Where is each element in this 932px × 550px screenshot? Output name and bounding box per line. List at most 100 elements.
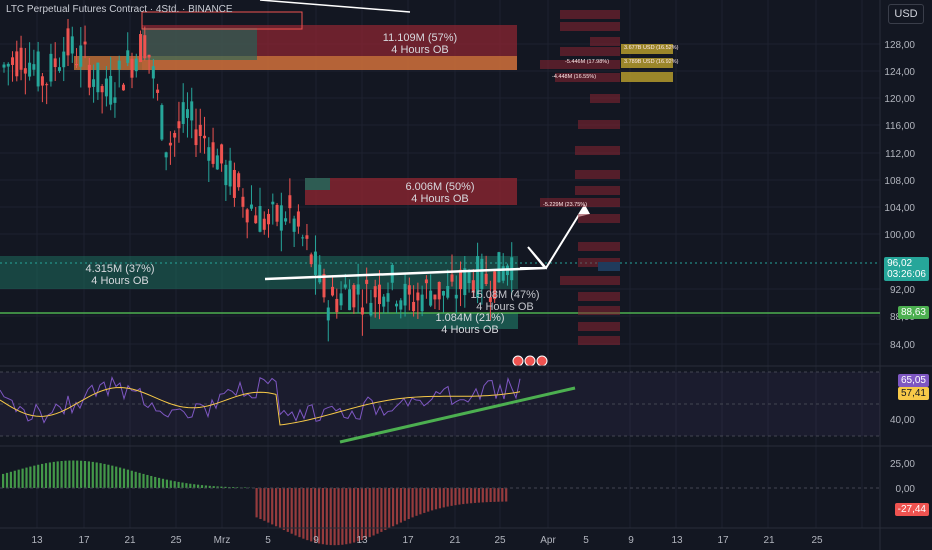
candle-body-82	[352, 285, 356, 308]
macd-bar-27	[107, 464, 110, 488]
macd-bar-115	[450, 488, 453, 506]
time-tick-2: 21	[124, 535, 136, 546]
currency-button[interactable]: USD	[888, 4, 924, 24]
candle-body-8	[36, 51, 40, 87]
macd-bar-109	[427, 488, 430, 512]
macd-bar-129	[505, 488, 508, 502]
candle-body-47	[203, 135, 207, 139]
candle-body-9	[40, 76, 44, 86]
candle-body-67	[288, 195, 292, 209]
ob-zone-0-teal	[142, 28, 257, 60]
candle-body-30	[130, 58, 134, 78]
price-tick-8: 92,00	[890, 285, 915, 296]
macd-bar-93	[364, 488, 367, 539]
liquidity-bar-0	[560, 10, 620, 19]
macd-bar-74	[290, 488, 293, 534]
macd-bar-12	[48, 462, 51, 488]
macd-bar-96	[376, 488, 379, 534]
macd-bar-58	[228, 486, 231, 488]
macd-bar-20	[80, 460, 83, 488]
macd-bar-108	[423, 488, 426, 513]
macd-bar-8	[33, 465, 36, 488]
macd-bar-10	[41, 463, 44, 488]
macd-bar-13	[52, 461, 55, 488]
macd-bar-126	[493, 488, 496, 502]
candle-body-74	[318, 264, 322, 283]
liquidity-bar-17	[578, 306, 620, 315]
macd-bar-1	[5, 472, 9, 488]
macd-bar-122	[477, 488, 480, 503]
macd-bar-119	[466, 488, 469, 504]
candle-body-84	[360, 307, 364, 315]
liquidity-current	[598, 262, 620, 271]
macd-bar-95	[372, 488, 375, 536]
candle-body-58	[249, 204, 253, 209]
candle-body-49	[211, 142, 215, 164]
candle-body-19	[83, 41, 87, 45]
macd-bar-103	[403, 488, 406, 521]
liquidity-bar-9	[575, 170, 620, 179]
liquidity-bar-10	[575, 186, 620, 195]
ob-label-4: 1.084M (21%) 4 Hours OB	[435, 312, 505, 336]
time-tick-0: 13	[31, 535, 43, 546]
macd-bar-125	[489, 488, 492, 503]
macd-bar-81	[317, 488, 321, 544]
candle-body-83	[356, 284, 360, 295]
price-tick-4: 112,00	[885, 149, 915, 160]
candle-body-108	[463, 268, 467, 296]
candle-body-97	[416, 292, 420, 301]
macd-bar-3	[13, 470, 16, 488]
macd-bar-28	[111, 465, 114, 488]
time-tick-8: 17	[402, 535, 414, 546]
candle-body-56	[241, 196, 245, 207]
macd-bar-116	[454, 488, 457, 506]
candle-body-112	[480, 258, 484, 290]
candle-body-100	[429, 290, 433, 306]
macd-bar-98	[384, 488, 387, 531]
macd-bar-71	[278, 488, 282, 529]
macd-bar-101	[395, 488, 399, 525]
candle-body-52	[224, 164, 228, 186]
macd-bar-94	[368, 488, 371, 538]
macd-bar-68	[267, 488, 270, 523]
time-tick-6: 9	[313, 535, 319, 546]
macd-bar-50	[197, 484, 200, 488]
liquidity-bar-11	[540, 198, 620, 207]
macd-bar-118	[462, 488, 465, 505]
candle-body-72	[309, 254, 313, 265]
candle-body-101	[433, 294, 437, 300]
rsi-ma-tag: 57,41	[897, 387, 929, 400]
projection-path	[520, 204, 586, 270]
macd-tick-0: 25,00	[890, 459, 915, 470]
candle-body-64	[275, 204, 279, 222]
candle-body-102	[437, 281, 441, 300]
candle-body-95	[407, 285, 411, 295]
time-tick-7: 13	[356, 535, 368, 546]
macd-bar-92	[360, 488, 363, 541]
macd-bar-123	[481, 488, 484, 503]
candle-body-59	[254, 215, 258, 224]
candle-body-24	[104, 78, 108, 97]
macd-bar-121	[473, 488, 477, 503]
candle-body-79	[339, 293, 343, 306]
ob-zone-1	[305, 178, 517, 205]
macd-bar-17	[68, 460, 71, 488]
macd-bar-114	[446, 488, 449, 507]
macd-bar-79	[310, 488, 313, 542]
chart-title: LTC Perpetual Futures Contract · 4Std. ·…	[6, 4, 233, 15]
time-tick-14: 13	[671, 535, 683, 546]
macd-bar-14	[56, 461, 59, 488]
macd-bar-67	[263, 488, 266, 521]
macd-bar-70	[275, 488, 278, 527]
macd-bar-39	[154, 476, 157, 488]
time-tick-13: 9	[628, 535, 634, 546]
time-tick-11: Apr	[540, 535, 556, 546]
candle-body-33	[143, 35, 147, 59]
liquidity-bar-19	[578, 336, 620, 345]
candle-body-13	[57, 67, 61, 71]
candle-body-69	[296, 211, 300, 227]
macd-bar-22	[87, 461, 90, 488]
candle-body-109	[467, 270, 471, 284]
macd-bar-16	[64, 460, 67, 488]
